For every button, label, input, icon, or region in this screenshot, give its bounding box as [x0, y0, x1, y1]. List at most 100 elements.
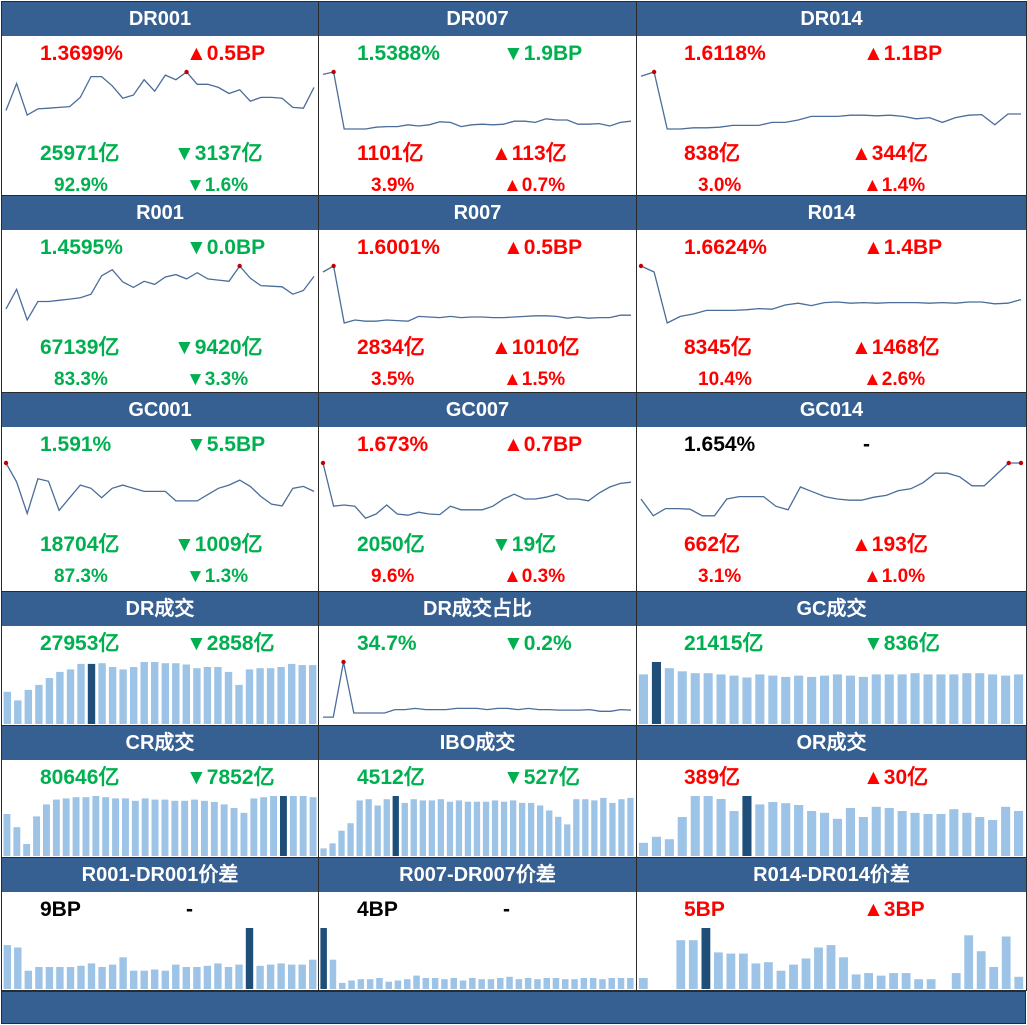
- bar: [807, 676, 817, 724]
- bar: [108, 964, 117, 989]
- bar: [98, 663, 106, 724]
- bar: [224, 671, 233, 724]
- bar: [82, 797, 90, 856]
- bar: [564, 824, 571, 856]
- bar: [826, 945, 836, 989]
- bar: [464, 801, 472, 856]
- series-line: [5, 462, 315, 516]
- bar: [543, 978, 550, 989]
- bar: [210, 802, 218, 856]
- bar: [383, 799, 390, 856]
- share-change: ▲0.7%: [503, 175, 566, 196]
- bar: [506, 976, 513, 989]
- footer-bar: [1, 991, 1026, 1024]
- bar: [729, 811, 739, 856]
- bar: [573, 799, 580, 856]
- volume-value: 838亿: [684, 142, 741, 165]
- bar: [742, 677, 752, 724]
- bar: [858, 817, 868, 856]
- chart-dr: [323, 659, 632, 718]
- bar: [801, 958, 811, 989]
- panel-1: DR007 1.5388% ▼1.9BP 1101亿 ▲113亿 3.9% ▲0.7%: [319, 1, 637, 196]
- share-value: 3.1%: [698, 566, 742, 587]
- chart-or: [638, 796, 1024, 856]
- bar: [949, 809, 959, 856]
- bar: [839, 957, 848, 989]
- bar: [161, 799, 169, 856]
- bar: [66, 967, 75, 989]
- volume-change: ▼1009亿: [174, 533, 263, 556]
- bar: [988, 674, 998, 724]
- bar-highlight: [701, 928, 711, 989]
- bar: [864, 973, 873, 989]
- bar: [751, 963, 761, 989]
- bar: [571, 979, 578, 989]
- bar: [66, 669, 75, 724]
- panel-title: DR007: [319, 2, 636, 36]
- panel-15: R001-DR001价差 9BP -: [1, 858, 319, 991]
- share-value: 92.9%: [54, 175, 108, 196]
- bar: [410, 799, 417, 856]
- bar: [871, 806, 881, 856]
- bar: [339, 982, 346, 989]
- bar: [235, 964, 243, 989]
- bar: [562, 979, 569, 989]
- bar: [500, 801, 508, 856]
- chart-gc: [638, 662, 1024, 724]
- bar: [230, 808, 238, 856]
- volume-value: 67139亿: [40, 336, 120, 359]
- bar: [491, 800, 499, 856]
- bar: [487, 979, 495, 989]
- volume-change: ▲1010亿: [491, 336, 580, 359]
- bar: [240, 812, 248, 856]
- rate-value: 1.673%: [357, 433, 429, 456]
- bar: [651, 836, 661, 856]
- bar: [1001, 675, 1011, 724]
- bar-highlight: [320, 928, 327, 989]
- bar: [962, 673, 972, 724]
- bar: [3, 945, 11, 989]
- bar: [914, 979, 923, 989]
- rate-change: ▼0.0BP: [186, 236, 266, 259]
- highlight-point: [320, 460, 326, 466]
- bar: [1014, 674, 1024, 724]
- bar: [975, 673, 985, 724]
- bar: [703, 796, 713, 856]
- bar: [151, 969, 159, 989]
- rate-change: ▲1.1BP: [863, 42, 943, 65]
- bar: [347, 823, 354, 856]
- bar: [591, 800, 598, 856]
- rate-value: 1.5388%: [357, 42, 440, 65]
- bar: [428, 800, 435, 856]
- rate-value: 1.591%: [40, 433, 112, 456]
- rate-value: 1.654%: [684, 433, 756, 456]
- bar: [600, 797, 607, 856]
- chart-cr: [3, 796, 317, 856]
- bar-highlight: [87, 663, 96, 724]
- bar: [926, 979, 936, 989]
- bar: [309, 797, 317, 856]
- series-line: [640, 265, 1022, 324]
- bar-highlight: [245, 928, 254, 989]
- highlight-point: [237, 263, 242, 269]
- rate-value: 1.6624%: [684, 236, 767, 259]
- share-change: ▼1.3%: [186, 566, 249, 587]
- bar: [599, 979, 606, 989]
- bar: [618, 799, 625, 856]
- bar: [214, 667, 222, 724]
- bar: [845, 675, 855, 724]
- bar: [755, 674, 765, 724]
- bar: [820, 812, 830, 856]
- share-change: ▲1.0%: [863, 566, 926, 587]
- bar: [459, 980, 467, 989]
- bar: [299, 796, 307, 856]
- bar: [638, 978, 648, 989]
- highlight-point: [3, 460, 9, 466]
- series-line: [322, 264, 631, 324]
- series-line: [5, 264, 315, 322]
- volume-change: ▼19亿: [491, 533, 557, 556]
- chart-r014-dr014: [638, 928, 1024, 989]
- bar: [112, 798, 119, 856]
- series-line: [323, 661, 632, 718]
- bar: [555, 816, 562, 856]
